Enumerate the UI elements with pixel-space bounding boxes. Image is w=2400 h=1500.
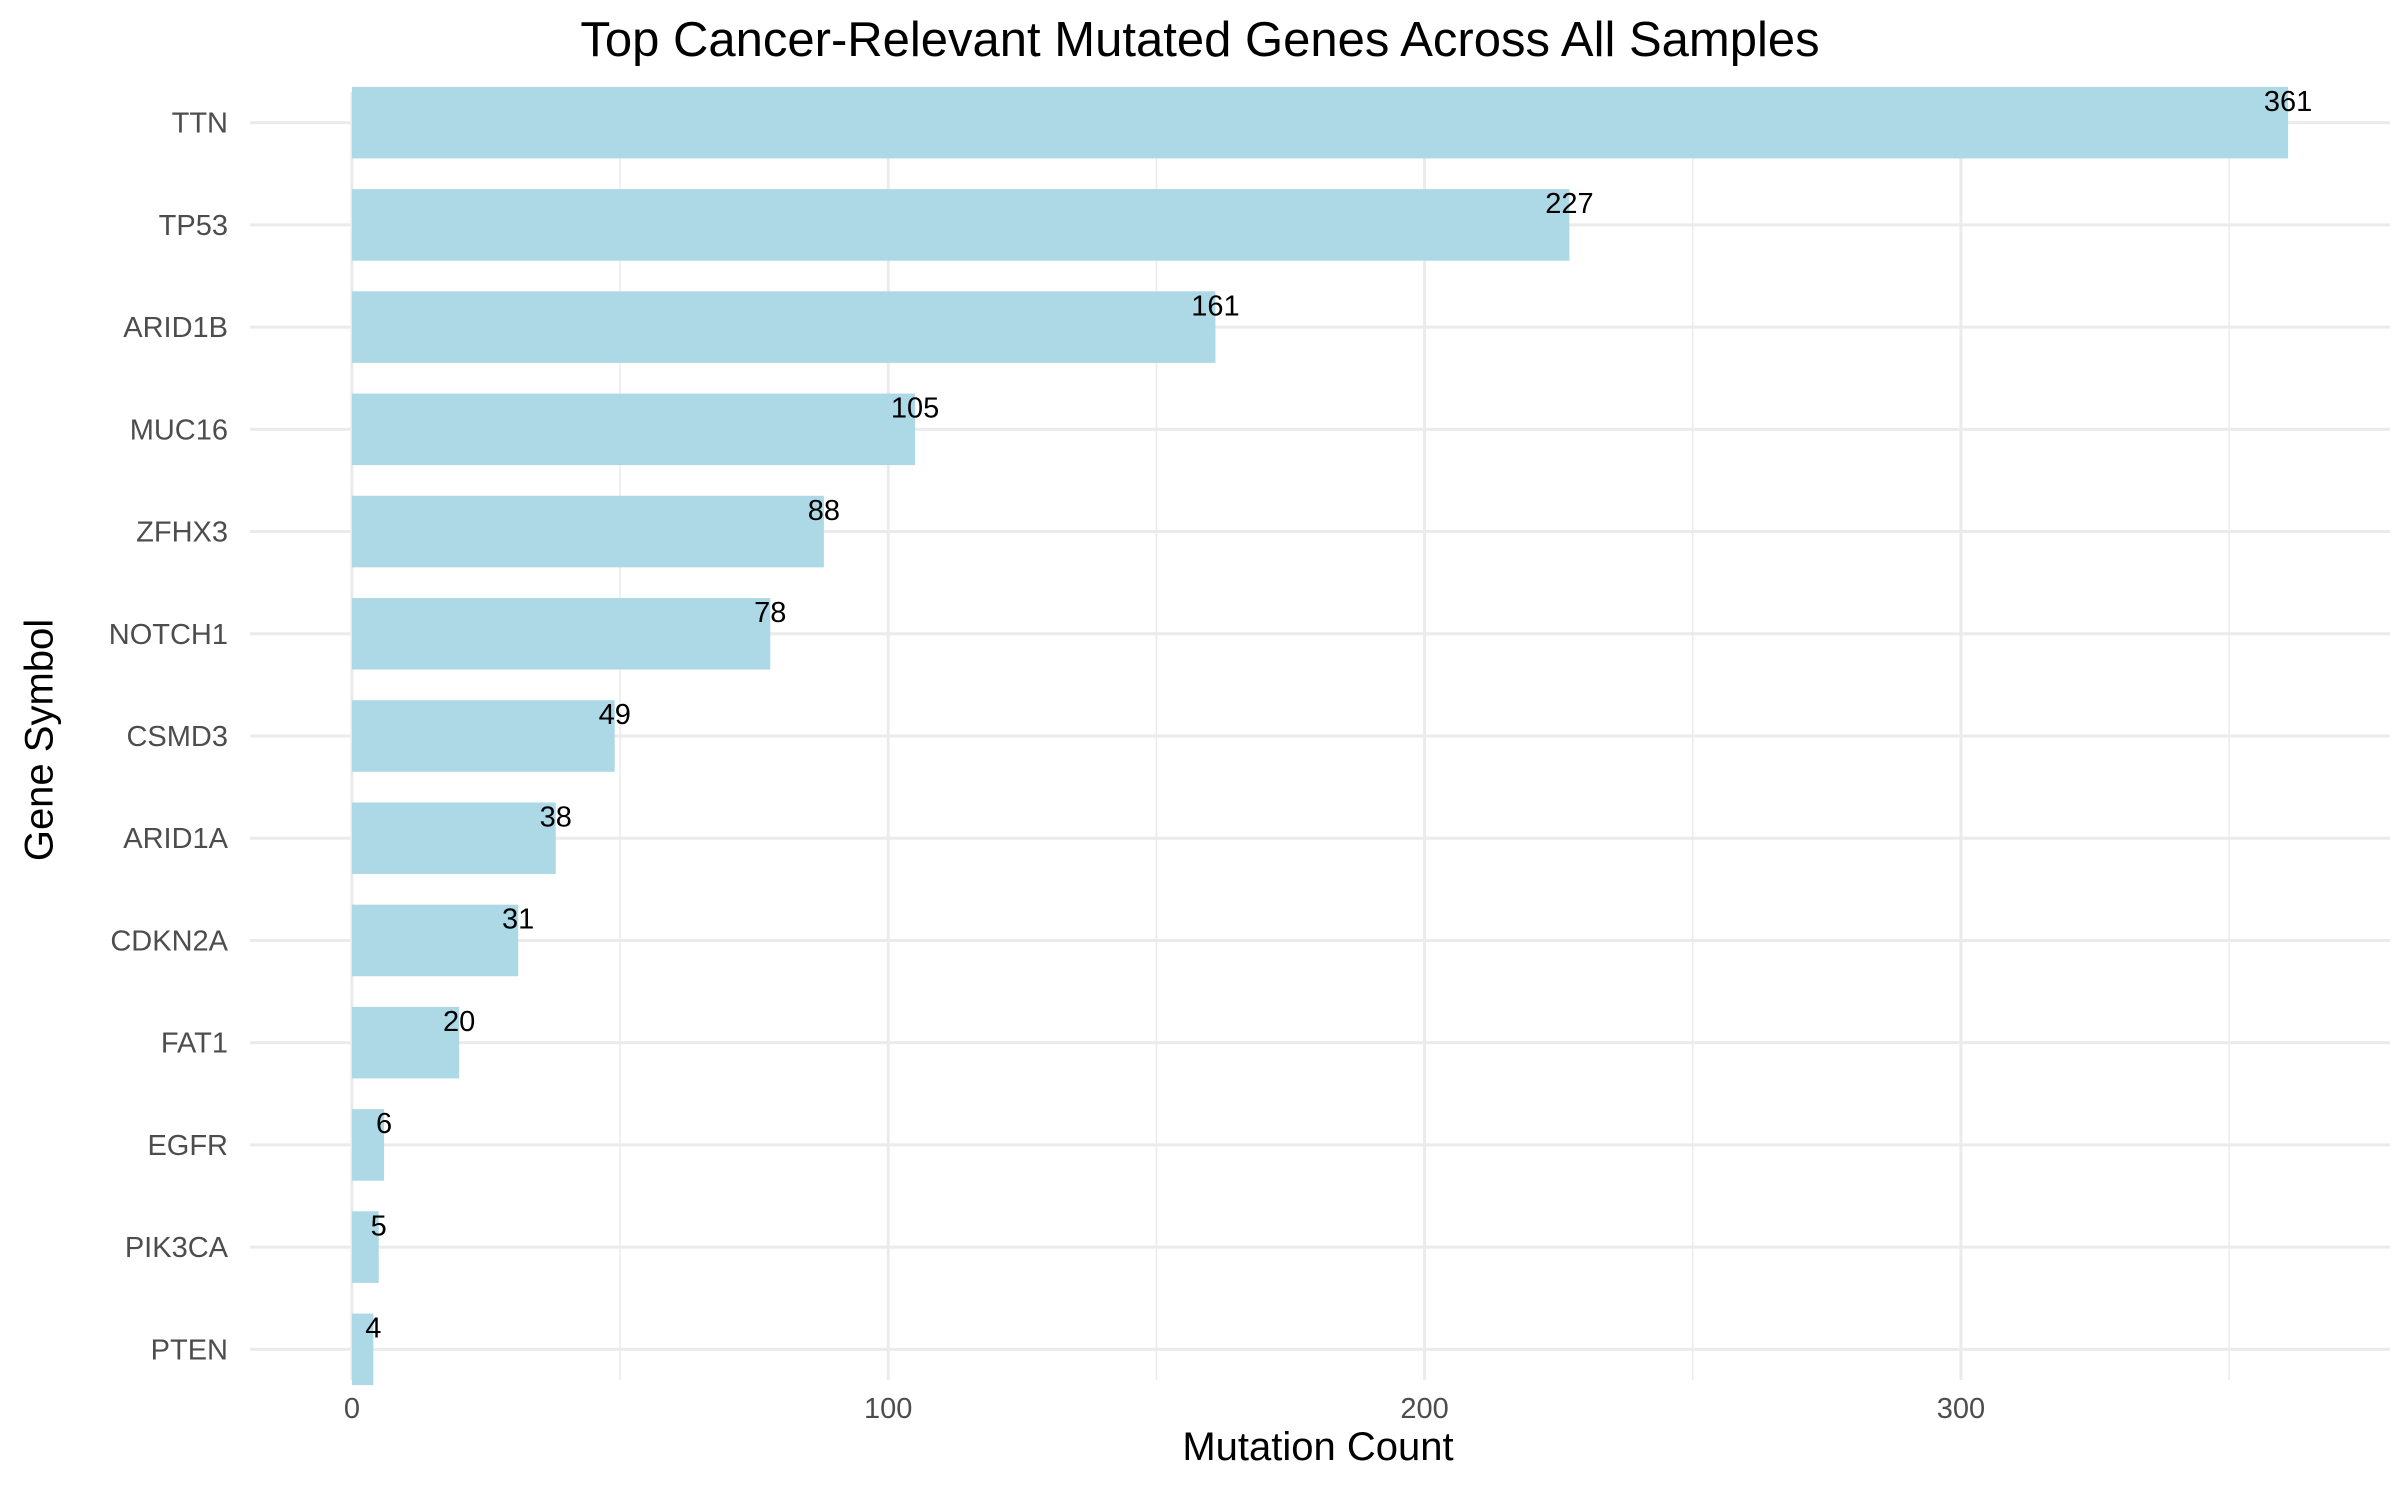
y-tick-label: FAT1 [161,1028,228,1060]
y-tick-label: NOTCH1 [109,619,228,651]
bar-tp53 [351,189,1570,261]
bar-muc16 [351,393,916,466]
y-tick-label: ZFHX3 [136,517,228,549]
bar-zfhx3 [351,495,824,568]
bar-pik3ca [351,1211,379,1283]
x-axis-title: Mutation Count [1182,1425,1454,1469]
x-tick-label: 200 [1400,1393,1448,1425]
value-label: 49 [599,699,631,731]
x-tick-label: 100 [864,1393,912,1425]
y-tick-label: TP53 [159,210,228,242]
y-tick-label: PIK3CA [125,1232,229,1264]
value-labels: 361 227 161 105 88 78 49 38 31 20 6 5 4 [365,86,2312,1345]
value-label: 105 [891,393,939,425]
y-tick-label: TTN [172,108,228,140]
value-label: 161 [1191,290,1239,322]
bars [351,86,2289,1386]
y-tick-label: ARID1A [123,823,228,855]
bar-pten [351,1313,374,1386]
bar-fat1 [351,1006,460,1079]
y-tick-label: EGFR [147,1130,228,1162]
y-tick-label: CSMD3 [126,721,228,753]
x-tick-labels: 0 100 200 300 [344,1393,1985,1425]
value-label: 4 [365,1313,381,1345]
y-tick-label: PTEN [151,1334,228,1366]
value-label: 31 [502,904,534,936]
value-label: 227 [1545,188,1593,220]
bar-notch1 [351,598,771,670]
y-tick-label: ARID1B [123,312,228,344]
value-label: 5 [371,1210,387,1242]
bar-egfr [351,1109,385,1181]
value-label: 20 [443,1006,475,1038]
value-label: 88 [808,495,840,527]
bar-arid1a [351,802,556,874]
x-tick-label: 0 [344,1393,360,1425]
value-label: 78 [754,597,786,629]
bar-ttn [351,86,2289,159]
chart-title: Top Cancer-Relevant Mutated Genes Across… [580,13,1820,67]
y-tick-labels: TTN TP53 ARID1B MUC16 ZFHX3 NOTCH1 CSMD3 ARID1A… [109,108,229,1367]
bar-csmd3 [351,700,615,772]
value-label: 361 [2264,86,2312,118]
value-label: 38 [540,801,572,833]
x-tick-label: 300 [1937,1393,1985,1425]
value-label: 6 [376,1108,392,1140]
bar-cdkn2a [351,904,519,977]
bar-arid1b [351,291,1216,363]
y-tick-label: CDKN2A [110,925,228,957]
y-tick-label: MUC16 [130,414,228,446]
